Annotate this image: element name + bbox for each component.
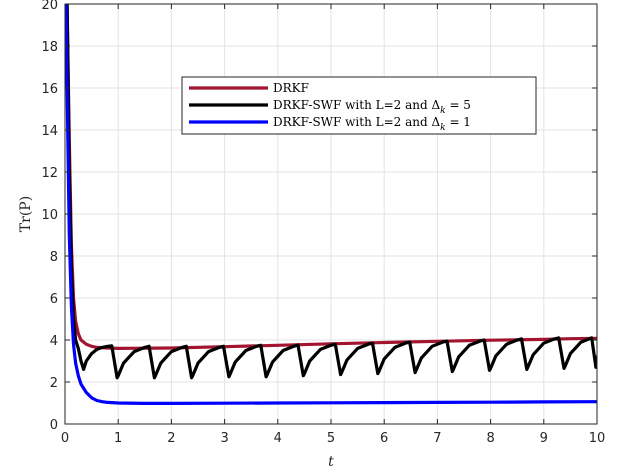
series-layer [65,4,597,405]
y-tick-label: 8 [50,250,58,265]
legend-label-drkf-swf-delta5: DRKF-SWF with L=2 and Δk = 5 [273,98,471,116]
y-tick-label: 16 [41,82,58,97]
y-tick-label: 20 [41,0,58,13]
y-tick-label: 14 [41,124,58,139]
y-tick-label: 6 [50,292,58,307]
x-tick-label: 8 [486,431,494,446]
x-tick-label: 10 [589,431,606,446]
x-tick-label: 7 [433,431,441,446]
legend-label-drkf: DRKF [273,81,309,95]
x-tick-label: 3 [220,431,228,446]
x-tick-label: 2 [167,431,175,446]
x-tick-label: 4 [274,431,282,446]
legend-label-drkf-swf-delta1: DRKF-SWF with L=2 and Δk = 1 [273,115,471,133]
series-line-drkf-swf-delta1 [65,4,597,405]
x-axis-title: t [328,454,334,470]
x-tick-label: 9 [540,431,548,446]
y-tick-label: 10 [41,208,58,223]
y-tick-label: 2 [50,376,58,391]
legend: DRKF DRKF-SWF with L=2 and Δk = 5DRKF-SWF… [181,76,537,135]
x-tick-label: 0 [61,431,69,446]
y-tick-label: 4 [50,334,58,349]
x-tick-label: 5 [327,431,335,446]
x-tick-label: 1 [114,431,122,446]
series-line-drkf-swf-delta5 [65,4,597,380]
y-axis-title: Tr(P) [18,196,34,232]
y-tick-label: 12 [41,166,58,181]
y-tick-label: 0 [50,418,58,433]
y-tick-label: 18 [41,40,58,55]
x-tick-label: 6 [380,431,388,446]
